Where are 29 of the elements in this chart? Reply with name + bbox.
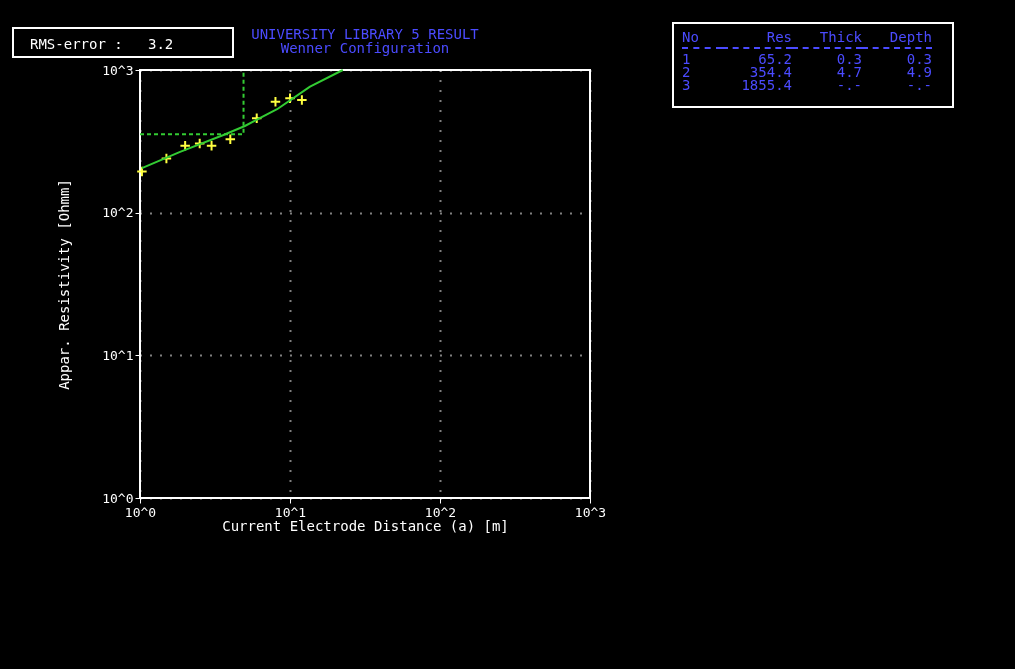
- x-tick-label: 10^1: [274, 504, 307, 520]
- text: Res: [722, 29, 792, 49]
- y-axis-title: Appar. Resistivity [Ohmm]: [56, 179, 73, 390]
- y-tick-label: 10^0: [102, 490, 134, 506]
- x-tick-label: 10^0: [124, 504, 157, 520]
- text: Thick: [792, 29, 862, 49]
- y-tick-label: 10^1: [102, 347, 134, 363]
- text: 2: [682, 64, 692, 80]
- text: No: [682, 29, 722, 49]
- chart-subtitle: Wenner Configuration: [280, 40, 450, 56]
- x-axis-title: Current Electrode Distance (a) [m]: [222, 517, 509, 534]
- text: -.-: [835, 77, 862, 93]
- text: 4.7: [835, 64, 862, 80]
- text: Depth: [862, 29, 932, 49]
- text: 0.3: [835, 51, 862, 67]
- text: 1855.4: [740, 77, 792, 93]
- text: 354.4: [748, 64, 792, 80]
- text: 65.2: [757, 51, 792, 67]
- text: 0.3: [905, 51, 932, 67]
- chart-title: UNIVERSITY LIBRARY 5 RESULT: [251, 26, 480, 42]
- text: -.-: [905, 77, 932, 93]
- text: 3: [682, 77, 692, 93]
- y-tick-label: 10^3: [102, 62, 134, 78]
- text: 4.9: [905, 64, 932, 80]
- y-tick-label: 10^2: [102, 205, 134, 221]
- text: RMS-error : 3.2: [12, 27, 234, 58]
- text: 1: [682, 51, 692, 67]
- x-tick-label: 10^3: [574, 504, 607, 520]
- x-tick-label: 10^2: [424, 504, 457, 520]
